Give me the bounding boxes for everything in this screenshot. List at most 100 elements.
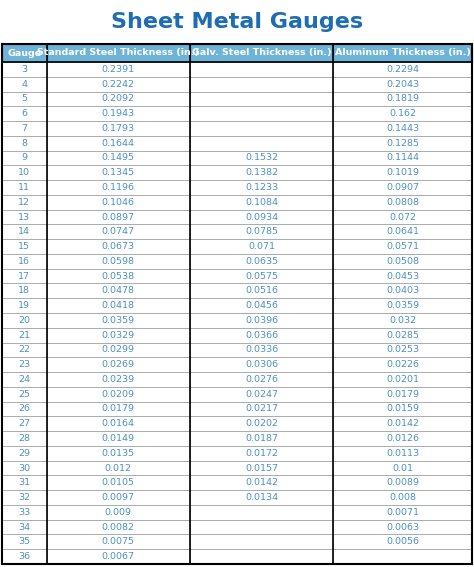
Text: 0.0187: 0.0187: [245, 434, 278, 443]
Bar: [46, 195, 190, 210]
Text: 0.0306: 0.0306: [245, 360, 278, 369]
Bar: [2, 387, 46, 401]
Bar: [333, 535, 472, 549]
Bar: [190, 239, 333, 254]
Bar: [2, 121, 46, 136]
Bar: [190, 136, 333, 151]
Bar: [2, 91, 46, 106]
Bar: [2, 549, 46, 564]
Text: 0.0172: 0.0172: [245, 448, 278, 458]
Text: 0.0285: 0.0285: [386, 331, 419, 340]
Text: 0.0598: 0.0598: [102, 257, 135, 266]
Text: 0.0329: 0.0329: [102, 331, 135, 340]
Bar: [2, 535, 46, 549]
Text: 0.0075: 0.0075: [102, 538, 135, 547]
Bar: [333, 431, 472, 446]
Text: 0.0641: 0.0641: [386, 227, 419, 236]
Bar: [333, 91, 472, 106]
Bar: [333, 151, 472, 166]
Bar: [46, 239, 190, 254]
Bar: [2, 490, 46, 505]
Text: 0.0276: 0.0276: [245, 375, 278, 384]
Bar: [333, 505, 472, 520]
Text: 5: 5: [21, 95, 27, 103]
Text: 36: 36: [18, 552, 30, 561]
Text: 0.2092: 0.2092: [102, 95, 135, 103]
Text: 0.01: 0.01: [392, 464, 413, 472]
Bar: [333, 490, 472, 505]
Bar: [46, 549, 190, 564]
Bar: [46, 357, 190, 372]
Bar: [333, 77, 472, 91]
Text: 0.071: 0.071: [248, 242, 275, 251]
Bar: [333, 225, 472, 239]
Text: 0.0149: 0.0149: [102, 434, 135, 443]
Bar: [190, 505, 333, 520]
Text: 15: 15: [18, 242, 30, 251]
Bar: [46, 151, 190, 166]
Text: 0.0396: 0.0396: [245, 316, 278, 325]
Text: 0.0067: 0.0067: [102, 552, 135, 561]
Bar: [190, 210, 333, 225]
Bar: [2, 180, 46, 195]
Bar: [2, 136, 46, 151]
Text: 0.0934: 0.0934: [245, 213, 278, 222]
Text: 0.0142: 0.0142: [386, 419, 419, 428]
Text: 0.1819: 0.1819: [386, 95, 419, 103]
Text: 0.1443: 0.1443: [386, 124, 419, 133]
Bar: [333, 460, 472, 475]
Text: 3: 3: [21, 65, 27, 74]
Text: 0.1144: 0.1144: [386, 154, 419, 163]
Text: 35: 35: [18, 538, 30, 547]
Bar: [190, 77, 333, 91]
Text: 0.0097: 0.0097: [102, 493, 135, 502]
Text: 0.1084: 0.1084: [245, 198, 278, 207]
Text: 0.0217: 0.0217: [245, 404, 278, 413]
Text: 0.1285: 0.1285: [386, 139, 419, 148]
Bar: [2, 342, 46, 357]
Text: 4: 4: [21, 79, 27, 88]
Text: 0.0209: 0.0209: [102, 390, 135, 399]
Text: Aluminum Thickness (in.): Aluminum Thickness (in.): [335, 49, 471, 57]
Bar: [333, 136, 472, 151]
Bar: [190, 549, 333, 564]
Bar: [333, 254, 472, 269]
Text: 10: 10: [18, 168, 30, 177]
Bar: [46, 166, 190, 180]
Bar: [190, 520, 333, 535]
Text: 0.1495: 0.1495: [102, 154, 135, 163]
Bar: [190, 166, 333, 180]
Text: 0.1233: 0.1233: [245, 183, 278, 192]
Text: 0.1532: 0.1532: [245, 154, 278, 163]
Text: 0.0359: 0.0359: [386, 301, 419, 310]
Bar: [46, 269, 190, 284]
Bar: [333, 342, 472, 357]
Bar: [333, 166, 472, 180]
Text: 16: 16: [18, 257, 30, 266]
Bar: [2, 446, 46, 460]
Text: 0.0299: 0.0299: [102, 345, 135, 354]
Text: 13: 13: [18, 213, 30, 222]
Bar: [46, 106, 190, 121]
Text: 7: 7: [21, 124, 27, 133]
Text: 0.0907: 0.0907: [386, 183, 419, 192]
Bar: [333, 106, 472, 121]
Bar: [2, 239, 46, 254]
Bar: [46, 342, 190, 357]
Text: 18: 18: [18, 286, 30, 295]
Bar: [2, 106, 46, 121]
Bar: [46, 372, 190, 387]
Bar: [2, 225, 46, 239]
Text: 22: 22: [18, 345, 30, 354]
Bar: [190, 357, 333, 372]
Bar: [190, 416, 333, 431]
Bar: [46, 254, 190, 269]
Bar: [190, 91, 333, 106]
Bar: [46, 210, 190, 225]
Bar: [333, 549, 472, 564]
Text: 0.0635: 0.0635: [245, 257, 278, 266]
Bar: [2, 77, 46, 91]
Bar: [46, 416, 190, 431]
Bar: [333, 416, 472, 431]
Bar: [190, 313, 333, 328]
